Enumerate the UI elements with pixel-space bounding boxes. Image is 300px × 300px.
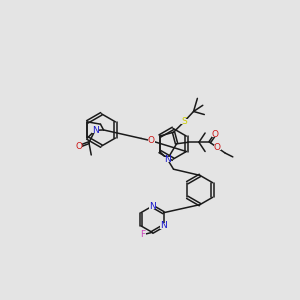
Text: N: N bbox=[149, 202, 156, 211]
Text: O: O bbox=[214, 143, 221, 152]
Text: O: O bbox=[212, 130, 219, 139]
Bar bbox=[76, 144, 82, 149]
Bar bbox=[149, 203, 156, 209]
Text: N: N bbox=[160, 221, 167, 230]
Bar bbox=[148, 138, 154, 143]
Bar bbox=[181, 119, 188, 124]
Text: F: F bbox=[140, 230, 146, 239]
Bar bbox=[164, 157, 171, 162]
Bar bbox=[160, 223, 167, 229]
Bar bbox=[214, 145, 221, 150]
Bar bbox=[140, 232, 146, 237]
Text: O: O bbox=[148, 136, 154, 145]
Text: O: O bbox=[75, 142, 82, 151]
Bar bbox=[212, 132, 219, 137]
Bar bbox=[92, 128, 99, 133]
Text: N: N bbox=[92, 126, 98, 135]
Text: N: N bbox=[164, 155, 171, 164]
Text: S: S bbox=[182, 117, 187, 126]
